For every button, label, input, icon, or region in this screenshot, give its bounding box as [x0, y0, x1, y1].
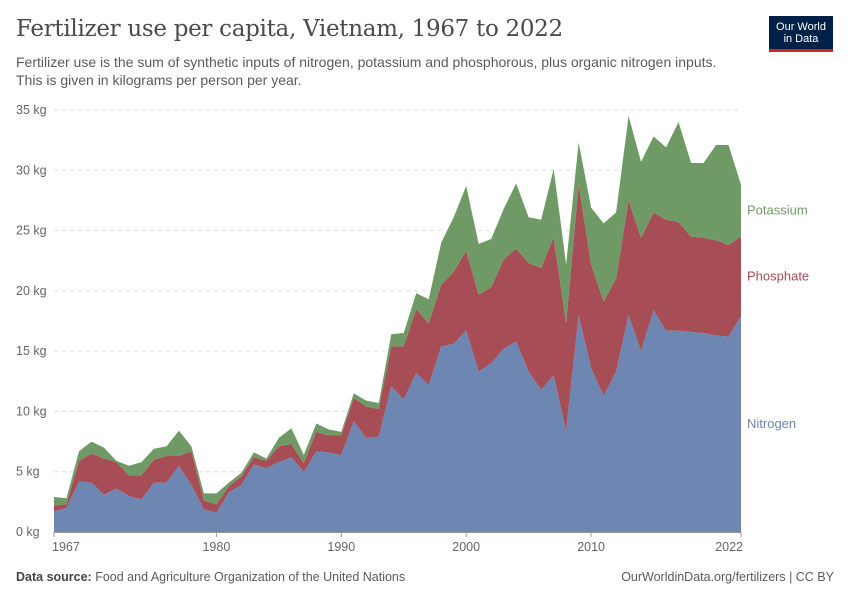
- chart-subtitle: Fertilizer use is the sum of synthetic i…: [16, 54, 717, 88]
- data-source-text: Food and Agriculture Organization of the…: [95, 570, 406, 584]
- area-phosphate[interactable]: [54, 184, 741, 513]
- y-tick-label: 0 kg: [16, 525, 40, 539]
- area-nitrogen[interactable]: [54, 310, 741, 532]
- source-url[interactable]: OurWorldinData.org/fertilizers | CC BY: [621, 570, 834, 584]
- x-tick-label: 2022: [715, 540, 743, 554]
- legend-phosphate[interactable]: Phosphate: [747, 268, 809, 283]
- y-tick-label: 30 kg: [16, 163, 47, 177]
- owid-logo[interactable]: Our World in Data: [769, 16, 833, 52]
- x-tick-label: 1990: [327, 540, 355, 554]
- x-tick-label: 1980: [202, 540, 230, 554]
- legend-nitrogen[interactable]: Nitrogen: [747, 416, 796, 431]
- y-tick-label: 15 kg: [16, 344, 47, 358]
- y-tick-label: 25 kg: [16, 224, 47, 238]
- x-tick-label: 1967: [52, 540, 80, 554]
- x-tick-label: 2010: [577, 540, 605, 554]
- area-series: [54, 116, 741, 532]
- logo-line-2: in Data: [783, 33, 819, 45]
- legend: Nitrogen Phosphate Potassium: [747, 203, 809, 431]
- logo-line-1: Our World: [776, 21, 826, 33]
- data-source-label: Data source:: [16, 570, 92, 584]
- y-tick-label: 20 kg: [16, 284, 47, 298]
- legend-potassium[interactable]: Potassium: [747, 203, 808, 218]
- y-tick-label: 10 kg: [16, 404, 47, 418]
- data-source: Data source: Food and Agriculture Organi…: [16, 570, 405, 584]
- area-potassium[interactable]: [54, 116, 741, 506]
- y-tick-label: 5 kg: [16, 465, 40, 479]
- y-tick-label: 35 kg: [16, 103, 47, 117]
- axes: 0 kg 5 kg 10 kg 15 kg 20 kg 25 kg 30 kg 35 kg 19…: [16, 103, 743, 554]
- chart-title: Fertilizer use per capita, Vietnam, 1967…: [16, 16, 563, 42]
- x-tick-label: 2000: [452, 540, 480, 554]
